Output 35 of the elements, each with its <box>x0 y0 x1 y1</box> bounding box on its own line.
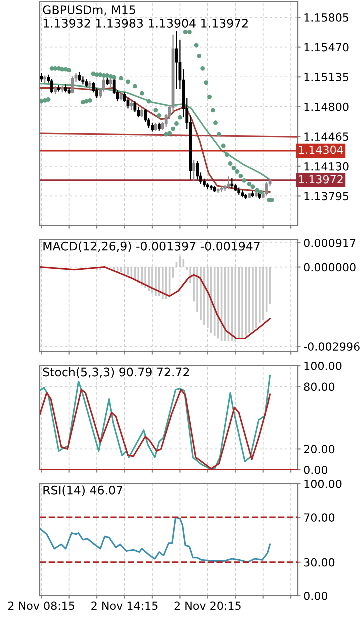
y-tick-label: 1.15470 <box>304 43 349 52</box>
x-tick-label: 2 Nov 08:15 <box>8 602 75 610</box>
chart-title: GBPUSDm, M15 <box>43 6 136 16</box>
y-tick-label: 1.14800 <box>304 102 349 112</box>
candlestick <box>196 160 199 180</box>
y-tick-label: 30.00 <box>304 558 335 567</box>
x-tick-label: 2 Nov 20:15 <box>174 602 241 610</box>
candlestick <box>106 75 109 86</box>
chart-title: RSI(14) 46.07 <box>44 486 123 496</box>
y-tick-label: 0.000000 <box>304 263 356 272</box>
candlestick <box>230 177 234 190</box>
y-tick-label: 1.14130 <box>304 162 349 171</box>
chart-title: Stoch(5,3,3) 90.79 72.72 <box>43 368 190 378</box>
y-tick-label: -0.002996 <box>304 342 360 351</box>
text: 1.13932 1.13983 1.13904 1.13972 <box>44 19 248 28</box>
y-tick-label: 0.000917 <box>304 238 356 248</box>
y-tick-label: 0.00 <box>304 592 328 600</box>
y-tick-label: 100.00 <box>304 480 342 488</box>
y-tick-label: 1.15135 <box>304 73 349 82</box>
candlestick <box>50 78 54 94</box>
y-tick-label: 0.00 <box>304 466 328 474</box>
y-tick-label: 80.00 <box>304 382 335 392</box>
y-tick-label: 100.00 <box>304 362 342 370</box>
ref-line-label: 1.13972 <box>299 175 343 184</box>
y-tick-label: 1.14465 <box>304 132 349 142</box>
y-tick-label: 20.00 <box>304 445 335 454</box>
candlestick <box>71 76 74 94</box>
candlestick <box>265 182 268 196</box>
ref-line-label: 1.14304 <box>299 146 344 154</box>
candlestick <box>192 160 196 182</box>
y-tick-label: 1.15805 <box>304 14 349 22</box>
chart-title: MACD(12,26,9) -0.001397 -0.001947 <box>44 242 260 252</box>
y-tick-label: 1.13795 <box>304 192 349 201</box>
y-tick-label: 70.00 <box>304 514 335 522</box>
x-tick-label: 2 Nov 14:15 <box>92 602 158 610</box>
